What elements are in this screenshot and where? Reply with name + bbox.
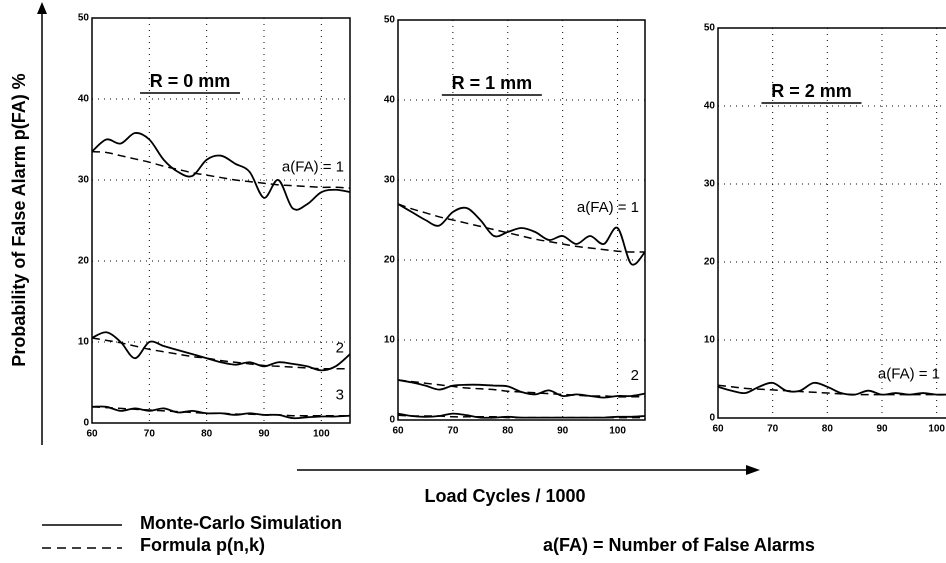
y-tick-label: 20 xyxy=(704,257,716,268)
x-axis-label: Load Cycles / 1000 xyxy=(424,486,585,506)
plot-frame xyxy=(91,17,351,424)
y-tick-label: 50 xyxy=(384,15,396,26)
formula-line xyxy=(91,150,351,189)
y-tick-label: 30 xyxy=(704,179,716,190)
x-tick-label: 100 xyxy=(928,424,945,435)
x-tick-label: 60 xyxy=(392,426,404,437)
x-tick-label: 80 xyxy=(201,429,213,440)
x-tick-label: 60 xyxy=(712,424,724,435)
y-tick-label: 10 xyxy=(704,335,716,346)
note: a(FA) = Number of False Alarms xyxy=(543,535,815,555)
curve-label: 2 xyxy=(336,340,344,357)
y-tick-label: 40 xyxy=(704,101,716,112)
curve-label: a(FA) = 1 xyxy=(577,199,639,216)
y-arrowhead xyxy=(37,2,47,14)
formula-line xyxy=(397,203,646,253)
y-tick-label: 30 xyxy=(78,175,90,186)
curve-label: 2 xyxy=(631,367,639,384)
y-tick-label: 40 xyxy=(384,95,396,106)
simulation-line xyxy=(91,132,351,211)
curve-label: a(FA) = 1 xyxy=(282,158,344,175)
panel-title: R = 1 mm xyxy=(452,73,533,93)
simulation-line xyxy=(717,381,946,396)
y-tick-label: 30 xyxy=(384,175,396,186)
formula-line xyxy=(91,406,350,417)
x-tick-label: 70 xyxy=(447,426,459,437)
simulation-line xyxy=(91,405,351,420)
plot-frame xyxy=(397,19,646,421)
y-tick-label: 10 xyxy=(78,337,90,348)
formula-line xyxy=(397,414,645,419)
y-tick-label: 40 xyxy=(78,94,90,105)
curve-label: 3 xyxy=(336,387,344,404)
x-tick-label: 100 xyxy=(609,426,626,437)
panel-title: R = 2 mm xyxy=(771,81,852,101)
y-tick-label: 10 xyxy=(384,335,396,346)
x-tick-label: 70 xyxy=(144,429,156,440)
y-tick-label: 20 xyxy=(384,255,396,266)
x-tick-label: 90 xyxy=(876,424,888,435)
simulation-line xyxy=(397,203,646,266)
x-tick-label: 100 xyxy=(313,429,330,440)
x-tick-label: 80 xyxy=(822,424,834,435)
legend-label: Monte-Carlo Simulation xyxy=(140,513,342,533)
y-tick-label: 50 xyxy=(78,13,90,24)
x-tick-label: 80 xyxy=(502,426,514,437)
y-tick-label: 0 xyxy=(709,413,715,424)
x-tick-label: 90 xyxy=(557,426,569,437)
panel-title: R = 0 mm xyxy=(150,71,231,91)
y-axis-label: Probability of False Alarm p(FA) % xyxy=(9,73,29,366)
x-arrowhead xyxy=(746,465,760,475)
y-tick-label: 50 xyxy=(704,23,716,34)
legend-label: Formula p(n,k) xyxy=(140,535,265,555)
x-tick-label: 90 xyxy=(258,429,270,440)
simulation-line xyxy=(91,331,351,372)
y-tick-label: 20 xyxy=(78,256,90,267)
formula-line xyxy=(91,337,350,370)
simulation-line xyxy=(397,379,646,399)
x-tick-label: 60 xyxy=(86,429,98,440)
y-tick-label: 0 xyxy=(83,418,89,429)
plot-frame xyxy=(717,27,946,419)
y-tick-label: 0 xyxy=(389,415,395,426)
x-tick-label: 70 xyxy=(767,424,779,435)
curve-label: a(FA) = 1 xyxy=(878,366,940,383)
formula-line xyxy=(717,384,946,396)
formula-line xyxy=(397,379,645,398)
